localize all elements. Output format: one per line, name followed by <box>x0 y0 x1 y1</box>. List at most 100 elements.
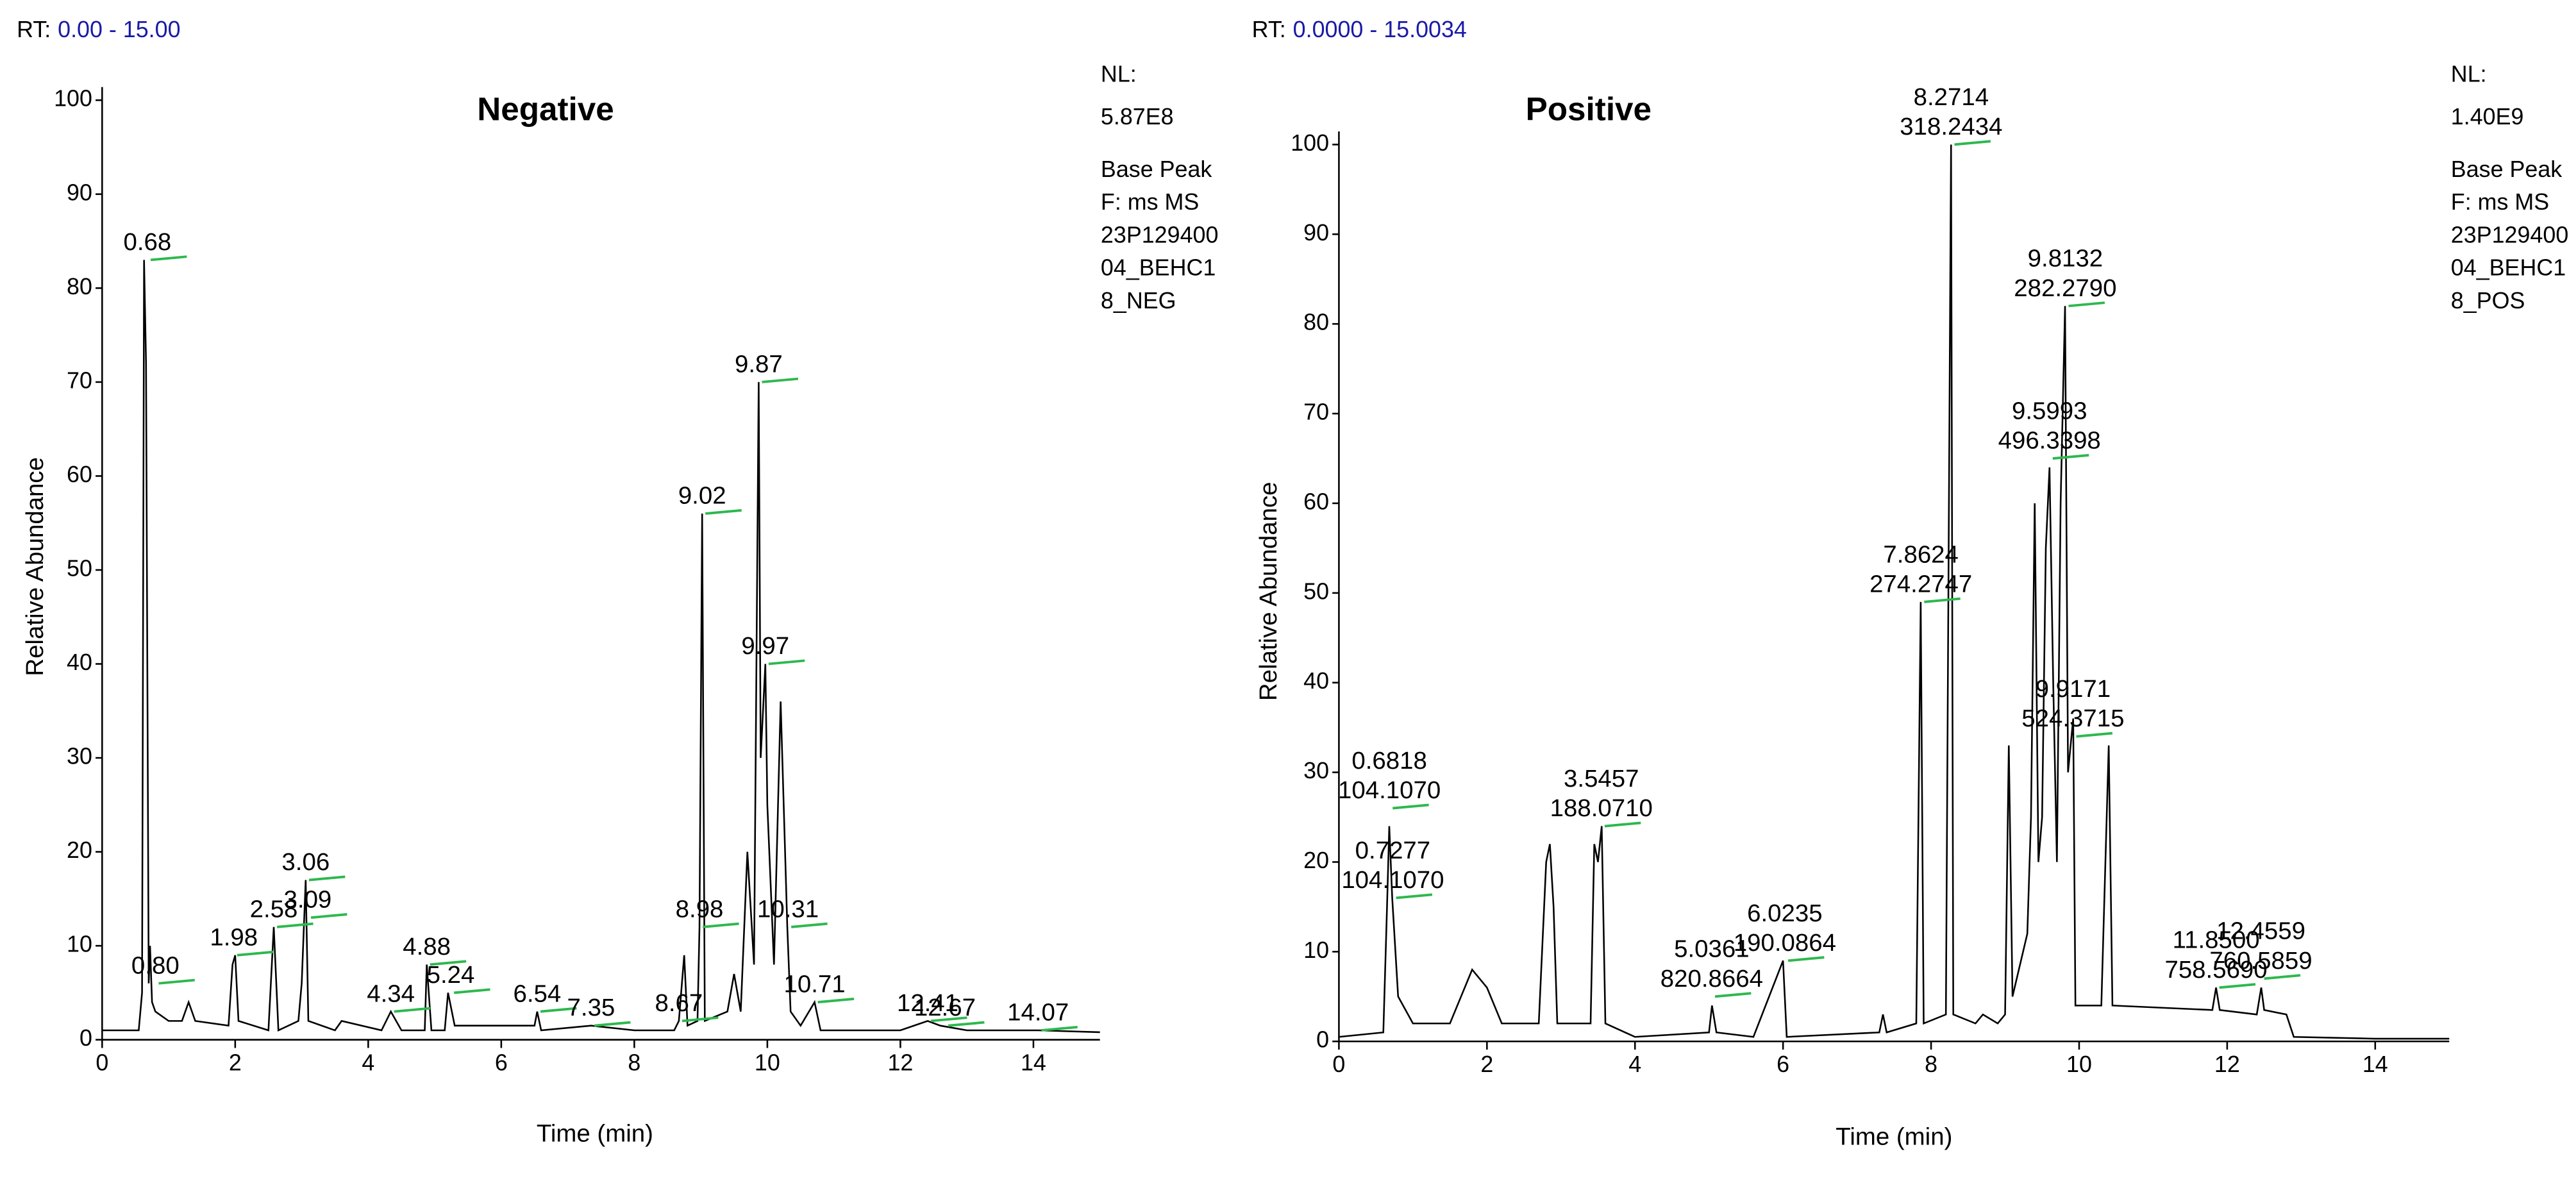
x-tick-label: 4 <box>362 1050 374 1076</box>
peak-label: 3.09 <box>284 886 332 914</box>
peak-marker <box>2219 983 2256 989</box>
y-tick-label: 40 <box>1303 668 1329 694</box>
y-tick-label: 0 <box>79 1025 92 1051</box>
peak-marker <box>762 377 799 383</box>
peak-marker <box>150 255 187 262</box>
peak-label: 190.0864 <box>1734 929 1836 957</box>
rt-label: RT: <box>17 17 51 42</box>
y-tick-label: 40 <box>67 649 92 675</box>
peak-label: 4.34 <box>367 980 415 1007</box>
peak-marker <box>790 922 828 928</box>
peak-marker <box>682 1016 719 1023</box>
x-tick-label: 12 <box>887 1050 913 1076</box>
peak-label: 0.6818 <box>1351 747 1426 775</box>
y-tick-label: 50 <box>1303 578 1329 604</box>
peak-marker <box>1396 893 1433 900</box>
peak-label: 188.0710 <box>1550 794 1653 822</box>
y-tick-label: 10 <box>67 932 92 957</box>
peak-label: 820.8664 <box>1660 965 1763 993</box>
x-tick-label: 4 <box>1628 1051 1641 1077</box>
x-tick-label: 2 <box>1480 1051 1493 1077</box>
y-tick-label: 80 <box>67 274 92 299</box>
peak-label: 104.1070 <box>1338 776 1441 804</box>
peak-marker <box>453 988 490 994</box>
x-tick-label: 8 <box>1925 1051 1937 1077</box>
peak-marker <box>1714 992 1752 998</box>
trace <box>102 260 1100 1034</box>
x-tick-label: 2 <box>229 1050 242 1076</box>
peak-label: 4.88 <box>403 933 451 960</box>
peak-label: 9.5993 <box>2012 397 2087 424</box>
y-tick-label: 70 <box>1303 399 1329 425</box>
peak-label: 1.98 <box>210 923 258 951</box>
rt-range: 0.00 - 15.00 <box>58 17 180 42</box>
peak-label: 2.58 <box>250 895 298 923</box>
peak-label: 3.5457 <box>1564 765 1639 792</box>
peak-label: 10.71 <box>783 971 845 998</box>
peak-marker <box>705 509 742 515</box>
peak-label: 7.8624 <box>1883 540 1958 568</box>
peak-marker <box>1787 956 1825 962</box>
peak-label: 8.2714 <box>1914 83 1989 111</box>
info-text: 5.87E8 <box>1101 104 1174 130</box>
y-tick-label: 70 <box>67 367 92 393</box>
peak-label: 6.54 <box>514 980 562 1007</box>
peak-label: 12.67 <box>914 994 976 1021</box>
peak-marker <box>817 998 855 1003</box>
info-text: 23P129400 <box>2451 222 2568 247</box>
peak-marker <box>702 922 739 928</box>
x-tick-label: 12 <box>2214 1051 2240 1077</box>
peak-label: 9.02 <box>678 482 726 510</box>
peak-marker <box>768 659 805 666</box>
peak-label: 14.07 <box>1007 999 1069 1026</box>
info-text: 23P129400 <box>1101 222 1218 247</box>
info-text: 1.40E9 <box>2451 104 2524 130</box>
x-axis-label: Time (min) <box>1836 1123 1952 1151</box>
y-tick-label: 0 <box>1316 1027 1329 1053</box>
peak-label: 0.80 <box>131 951 180 979</box>
peak-label: 318.2434 <box>1900 113 2002 140</box>
y-tick-label: 30 <box>1303 758 1329 783</box>
peak-label: 760.5859 <box>2209 947 2312 975</box>
x-tick-label: 0 <box>1332 1051 1345 1077</box>
peak-marker <box>1604 821 1641 828</box>
peak-label: 0.7277 <box>1355 837 1430 864</box>
peak-marker <box>394 1007 431 1013</box>
peak-marker <box>948 1021 985 1027</box>
peak-label: 274.2747 <box>1869 570 1972 598</box>
rt-label: RT: <box>1252 17 1286 42</box>
y-axis-label: Relative Abundance <box>21 457 49 676</box>
info-text: 8_POS <box>2451 288 2525 314</box>
info-text: Base Peak <box>1101 156 1212 182</box>
info-text: NL: <box>1101 61 1137 87</box>
y-tick-label: 20 <box>1303 848 1329 873</box>
peak-marker <box>930 1016 967 1023</box>
x-tick-label: 0 <box>96 1050 108 1076</box>
peak-marker <box>308 875 346 882</box>
peak-marker <box>1924 597 1961 603</box>
peak-marker <box>430 960 467 966</box>
y-axis-label: Relative Abundance <box>1255 482 1282 701</box>
y-tick-label: 60 <box>1303 489 1329 514</box>
y-tick-label: 60 <box>67 462 92 487</box>
x-tick-label: 6 <box>495 1050 508 1076</box>
info-text: 04_BEHC1 <box>1101 255 1216 281</box>
peak-label: 8.67 <box>655 989 703 1017</box>
y-tick-label: 90 <box>1303 220 1329 246</box>
peak-marker <box>1041 1025 1078 1032</box>
x-tick-label: 14 <box>1021 1050 1046 1076</box>
peak-label: 9.87 <box>735 350 783 378</box>
peak-label: 5.0361 <box>1674 935 1749 963</box>
peak-marker <box>276 922 314 928</box>
chart-title: Positive <box>1526 91 1652 128</box>
x-tick-label: 10 <box>2066 1051 2092 1077</box>
peak-marker <box>2068 301 2105 308</box>
peak-marker <box>2264 974 2301 980</box>
peak-label: 8.98 <box>676 895 724 923</box>
peak-label: 496.3398 <box>1998 427 2101 455</box>
peak-label: 3.06 <box>281 848 330 876</box>
rt-range: 0.0000 - 15.0034 <box>1293 17 1467 42</box>
info-text: F: ms MS <box>1101 189 1199 215</box>
y-tick-label: 30 <box>67 744 92 769</box>
